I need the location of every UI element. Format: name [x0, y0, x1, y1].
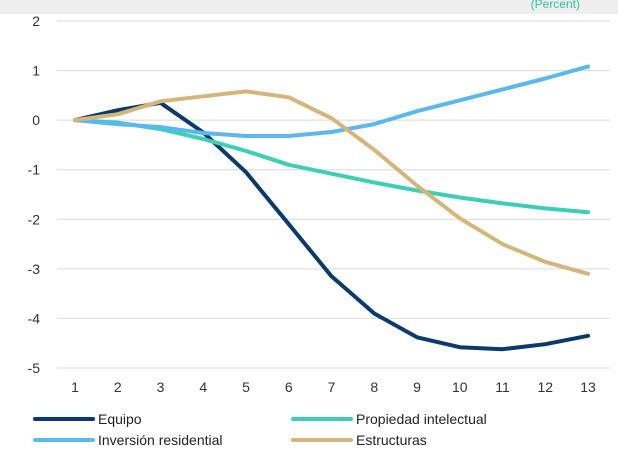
legend-label: Inversión residential: [98, 432, 223, 448]
y-tick-label: -3: [28, 261, 41, 277]
y-tick-label: -2: [28, 211, 41, 227]
x-tick-label: 9: [413, 379, 421, 395]
y-tick-label: 2: [32, 13, 40, 29]
x-tick-label: 4: [199, 379, 207, 395]
x-tick-label: 10: [452, 379, 468, 395]
series-lines: [73, 64, 590, 352]
series-line-equipo: [73, 100, 590, 352]
clipped-header-text: (Percent): [530, 0, 580, 11]
y-tick-label: 1: [32, 63, 40, 79]
legend-item: Equipo: [33, 411, 142, 427]
series-line-inversi-n-residential: [73, 64, 590, 138]
legend-item: Estructuras: [291, 432, 427, 448]
y-tick-label: -5: [28, 360, 41, 376]
y-axis-ticks: 2 1 0 -1 -2 -3 -4 -5: [28, 13, 41, 376]
legend-label: Equipo: [98, 411, 142, 427]
gridlines: [57, 20, 610, 369]
x-tick-label: 1: [71, 379, 79, 395]
x-tick-label: 12: [537, 379, 553, 395]
x-tick-label: 5: [242, 379, 250, 395]
legend-item: Inversión residential: [33, 432, 223, 448]
x-axis-ticks: 1 2 3 4 5 6 7 8 9 10 11 12 13: [71, 379, 596, 395]
series-line-estructuras: [73, 89, 590, 276]
y-tick-label: -1: [28, 162, 41, 178]
y-tick-label: 0: [32, 112, 40, 128]
x-tick-label: 11: [495, 379, 510, 395]
x-tick-label: 7: [328, 379, 336, 395]
legend-label: Estructuras: [356, 432, 427, 448]
legend-item: Propiedad intelectual: [291, 411, 487, 427]
y-tick-label: -4: [28, 310, 41, 326]
x-tick-label: 6: [285, 379, 293, 395]
x-tick-label: 2: [114, 379, 122, 395]
x-tick-label: 8: [370, 379, 378, 395]
legend: Equipo Propiedad intelectual Inversión res…: [33, 411, 487, 448]
x-tick-label: 13: [580, 379, 596, 395]
legend-label: Propiedad intelectual: [356, 411, 487, 427]
x-tick-label: 3: [157, 379, 165, 395]
top-bar: (Percent): [0, 0, 618, 14]
